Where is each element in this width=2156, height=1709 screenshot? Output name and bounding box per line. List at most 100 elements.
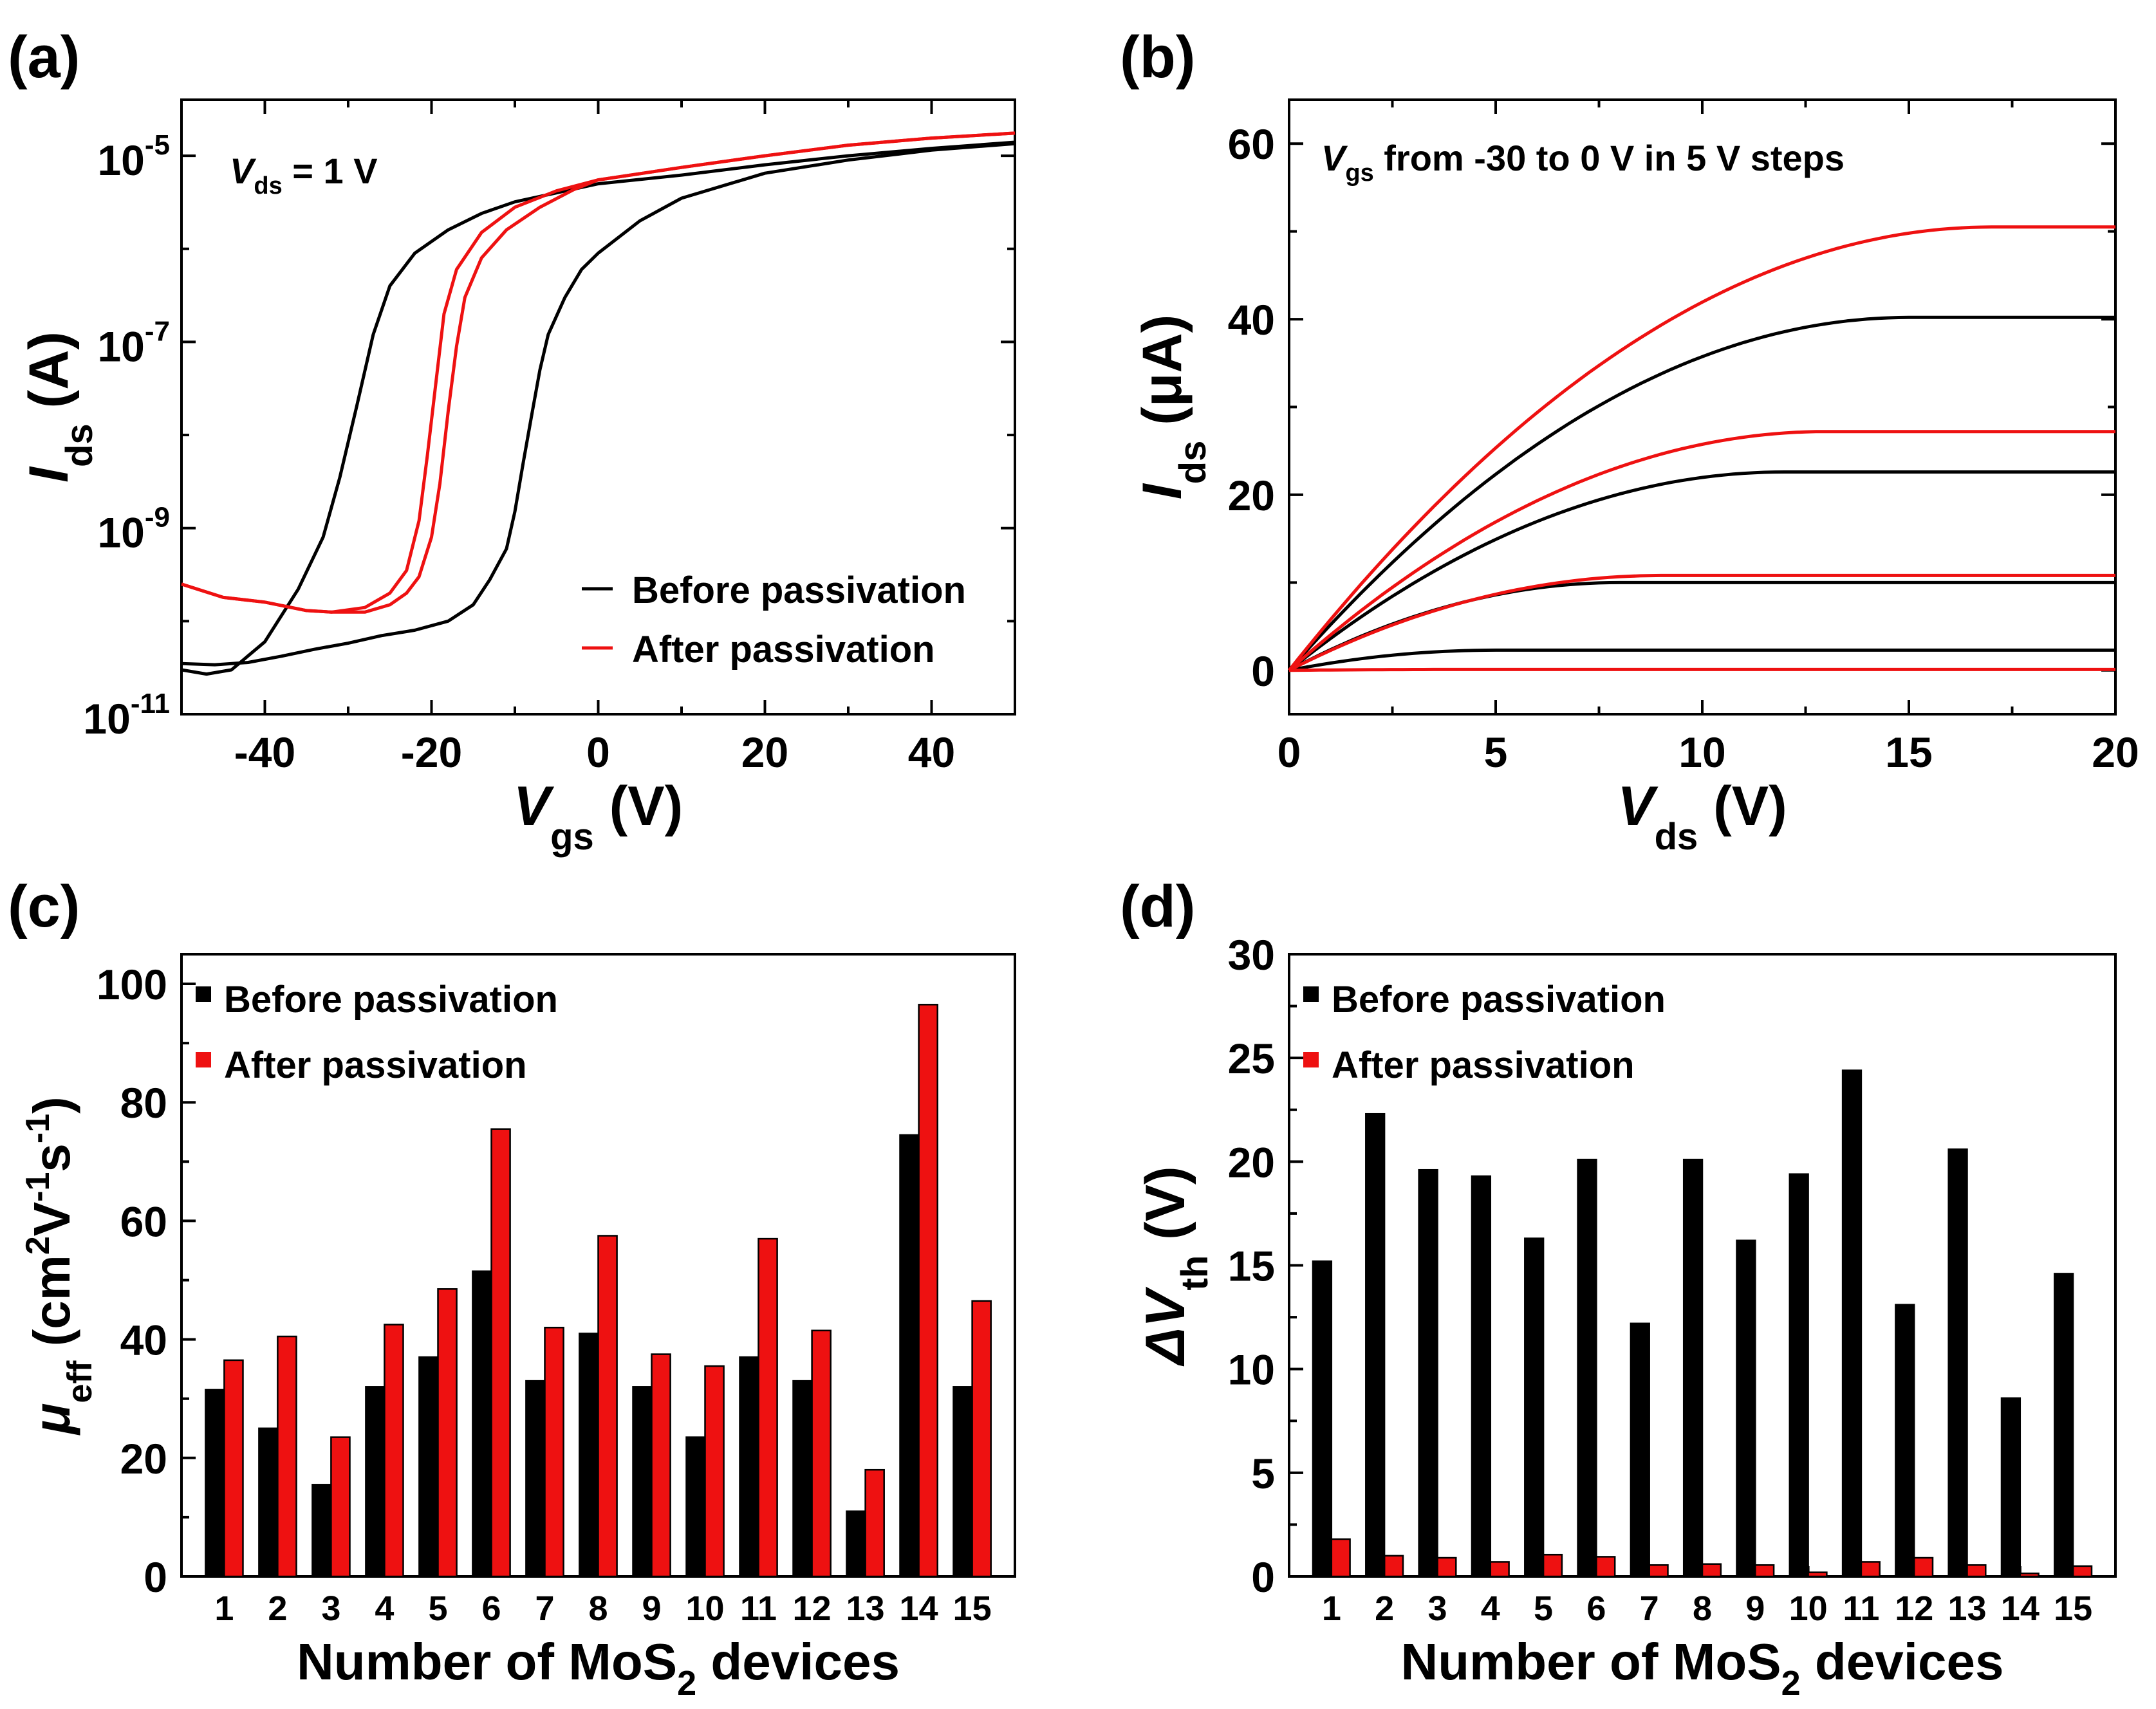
panel-d: 1 2 3 4 5 6 7 8 9 10 11 12 13 14 15051015202530Before … (1135, 931, 2117, 1703)
bar-d-after-14 (2019, 1572, 2040, 1578)
curve-a-2 (181, 142, 1016, 667)
x-tick-label-c: 6 (481, 1589, 501, 1628)
bar-c-before-15 (953, 1386, 973, 1578)
bar-d-after-7 (1648, 1564, 1669, 1578)
x-tick-label-d: 13 (1947, 1589, 1986, 1628)
x-tick-label-d: 7 (1640, 1589, 1659, 1628)
bar-d-after-6 (1595, 1556, 1616, 1578)
x-tick-label-a: -20 (401, 728, 462, 776)
bar-c-after-10 (704, 1365, 725, 1578)
y-tick-label-d: 15 (1228, 1242, 1275, 1290)
bar-c-after-7 (544, 1326, 564, 1578)
curve-a-1 (181, 140, 1016, 676)
y-tick-label-c: 60 (120, 1197, 167, 1245)
bar-d-before-4 (1471, 1175, 1492, 1578)
y-tick-label-b: 0 (1251, 647, 1275, 695)
bar-c-after-5 (437, 1288, 458, 1578)
bar-c-before-2 (258, 1427, 279, 1578)
x-axis-label-sub-a: gs (550, 816, 594, 858)
bar-d-after-2 (1383, 1555, 1404, 1578)
bar-c-after-2 (277, 1335, 297, 1578)
y-axis-label-end-c: ) (23, 1096, 80, 1114)
y-axis-label-rest-d: (V) (1135, 1166, 1196, 1255)
panel-label-c: (c) (8, 874, 80, 939)
curve-b-2 (1288, 470, 2115, 672)
bar-c-after-3 (330, 1436, 351, 1578)
bar-d-after-4 (1489, 1561, 1510, 1578)
x-tick-label-c: 8 (588, 1589, 608, 1628)
y-tick-exp-a: -5 (145, 129, 170, 161)
y-tick-base-a: 10 (97, 509, 144, 557)
x-axis-label-d: Number of MoS2 devices (1401, 1633, 2004, 1703)
x-tick-label-c: 4 (375, 1589, 394, 1628)
annotation-main-a: V (230, 151, 257, 191)
x-axis-label-main-b: V (1617, 775, 1659, 837)
y-tick-label-b: 20 (1228, 472, 1275, 519)
x-axis-label-main-d: Number of MoS (1401, 1633, 1781, 1690)
curve-b-6 (1288, 430, 2115, 672)
bar-c-before-9 (632, 1386, 653, 1578)
y-axis-label-sup3-c: -1 (19, 1114, 57, 1143)
bar-c-after-8 (597, 1235, 618, 1578)
y-tick-label-c: 100 (97, 961, 167, 1008)
x-tick-label-d: 4 (1481, 1589, 1500, 1628)
y-tick-base-a: 10 (97, 322, 144, 370)
y-axis-label-c: μeff (cm2V-1s-1) (19, 1096, 99, 1436)
plot-area-a (180, 98, 1016, 716)
bar-d-before-11 (1841, 1069, 1863, 1578)
annotation-rest-a: = 1 V (283, 151, 378, 191)
y-tick-base-a: 10 (83, 695, 130, 743)
x-tick-label-d: 14 (2001, 1589, 2040, 1628)
x-tick-label-c: 14 (900, 1589, 938, 1628)
y-tick-label-a: 10-11 (83, 688, 170, 743)
x-axis-label-b: Vds (V) (1617, 775, 1787, 858)
legend-swatch-after-c (196, 1052, 211, 1067)
y-axis-label-sub-a: ds (59, 423, 100, 467)
bar-c-before-13 (846, 1510, 866, 1578)
y-tick-label-d: 20 (1228, 1138, 1275, 1186)
bar-c-after-12 (811, 1329, 832, 1578)
bar-d-after-3 (1436, 1557, 1457, 1578)
x-tick-label-d: 8 (1693, 1589, 1712, 1628)
x-axis-label-rest-c: devices (696, 1633, 900, 1690)
y-tick-label-a: 10-7 (97, 315, 170, 370)
y-axis-label-sub-b: ds (1172, 441, 1214, 485)
x-tick-label-d: 1 (1322, 1589, 1341, 1628)
bar-c-after-13 (864, 1468, 885, 1578)
bar-c-after-11 (757, 1237, 778, 1578)
bar-c-before-4 (365, 1386, 386, 1578)
x-tick-label-d: 15 (2054, 1589, 2092, 1628)
y-axis-label-main-b: I (1131, 483, 1193, 499)
x-tick-label-c: 5 (428, 1589, 447, 1628)
x-axis-label-rest-b: (V) (1698, 775, 1787, 837)
legend-swatch-before-d (1303, 986, 1319, 1002)
bar-c-before-12 (792, 1380, 813, 1578)
panel-label-a: (a) (8, 24, 80, 90)
y-axis-label-sub-d: th (1174, 1255, 1216, 1291)
curve-b-7 (1288, 573, 2115, 672)
y-axis-label-rest-a: (A) (18, 331, 80, 423)
x-tick-label-c: 10 (685, 1589, 724, 1628)
y-axis-label-d: ΔVth (V) (1135, 1166, 1216, 1366)
y-tick-label-c: 40 (120, 1316, 167, 1364)
y-tick-label-c: 20 (120, 1435, 167, 1483)
annotation-main-b: V (1321, 138, 1348, 178)
bar-d-before-7 (1630, 1322, 1650, 1578)
x-tick-label-d: 11 (1843, 1589, 1879, 1628)
bar-d-before-10 (1789, 1173, 1809, 1578)
x-tick-label-d: 6 (1586, 1589, 1606, 1628)
plot-area-b (1288, 98, 2117, 716)
y-axis-label-mid-c: V (23, 1202, 80, 1236)
y-axis-label-main-a: I (18, 466, 80, 483)
y-tick-label-c: 0 (144, 1553, 167, 1601)
bar-d-before-13 (1947, 1148, 1968, 1578)
bar-c-before-11 (739, 1356, 759, 1578)
y-tick-exp-a: -11 (131, 688, 170, 719)
bar-d-after-12 (1913, 1557, 1934, 1578)
x-tick-label-c: 15 (953, 1589, 992, 1628)
bar-d-before-6 (1577, 1158, 1597, 1578)
x-axis-label-rest-d: devices (1801, 1633, 2004, 1690)
curve-b-4 (1288, 648, 2115, 672)
x-tick-label-d: 3 (1427, 1589, 1447, 1628)
